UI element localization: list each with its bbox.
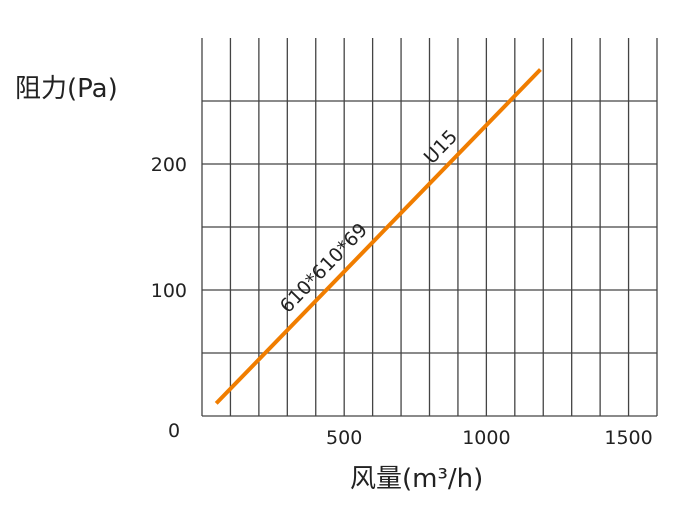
x-axis-label: 风量(m³/h) <box>350 464 483 494</box>
annotation-grade: U15 <box>420 126 462 169</box>
tick-labels: 500 1000 1500 100 200 <box>151 154 653 449</box>
y-axis-label: 阻力(Pa) <box>15 74 118 104</box>
x-tick-label: 1000 <box>462 427 510 449</box>
y-tick-label: 200 <box>151 154 187 176</box>
series-line <box>214 68 542 405</box>
y-tick-label: 100 <box>151 280 187 302</box>
x-tick-label: 1500 <box>604 427 652 449</box>
origin-tick-label: 0 <box>168 420 180 442</box>
grid <box>201 38 658 417</box>
annotation-size: 610*610*69 <box>276 219 372 318</box>
x-tick-label: 500 <box>326 427 362 449</box>
series-layer <box>214 68 542 405</box>
